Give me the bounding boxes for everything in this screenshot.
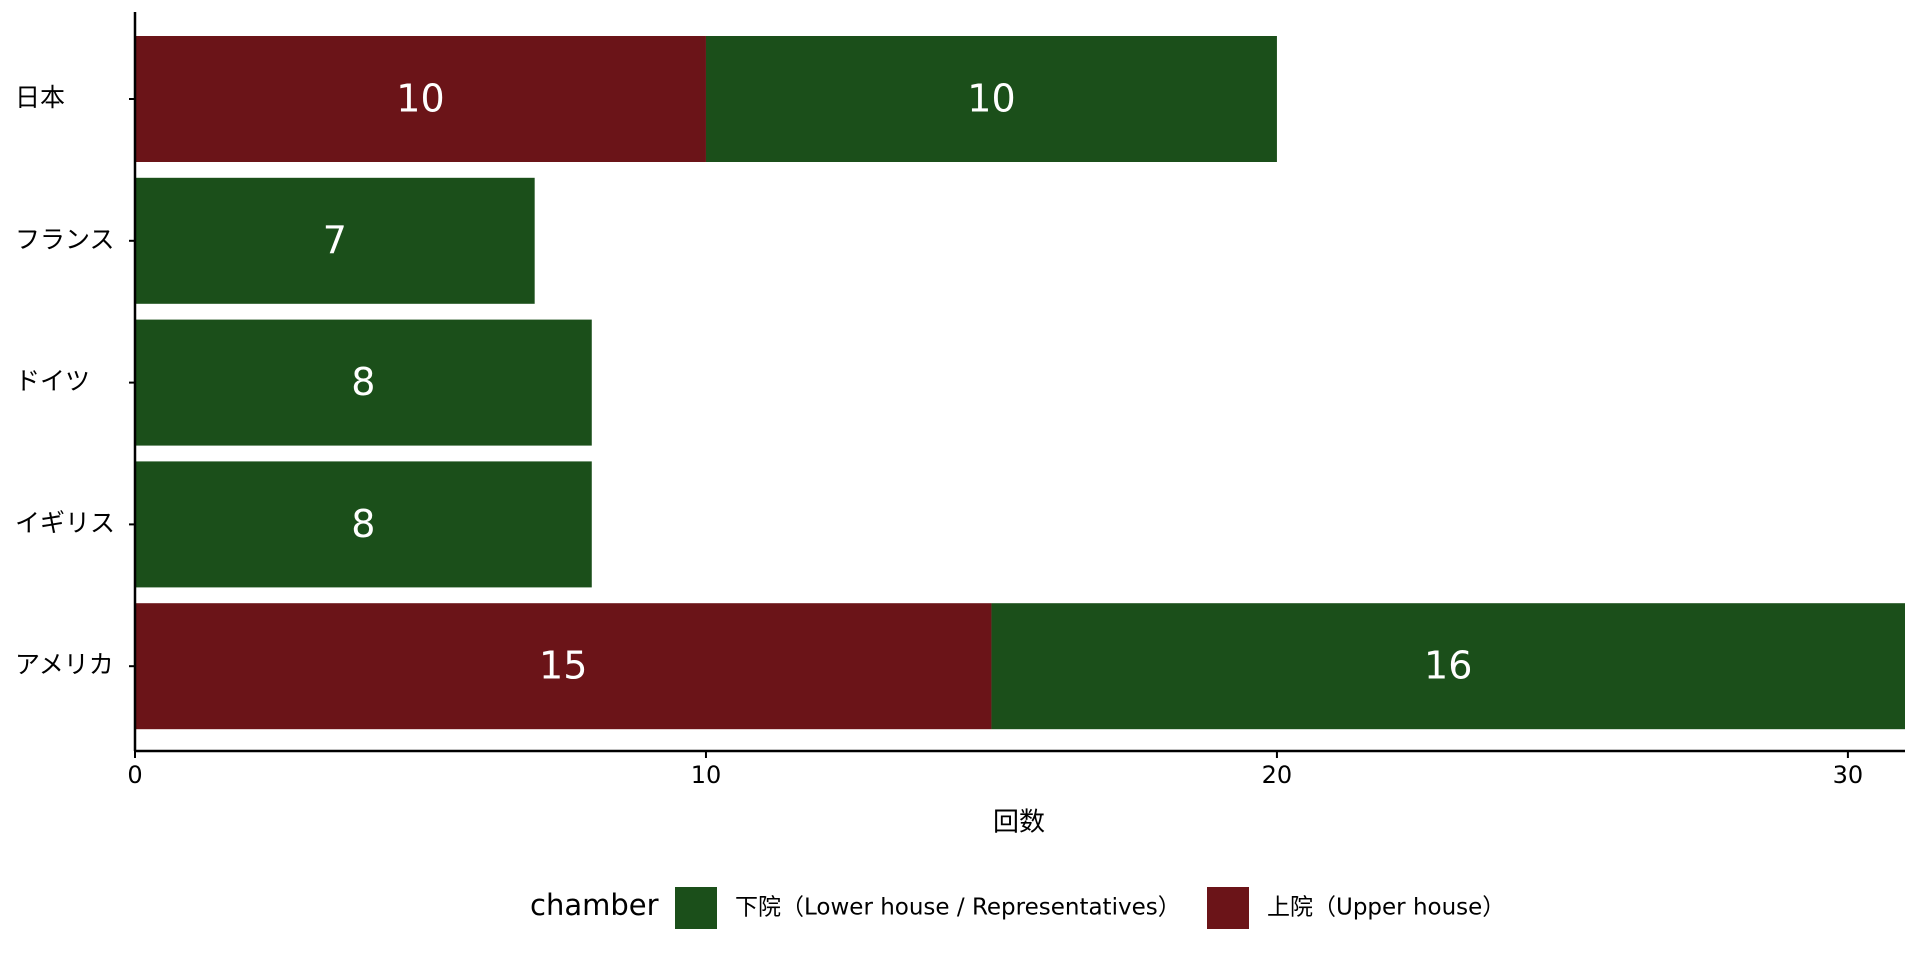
legend-title: chamber (530, 888, 659, 922)
bar-segment (705, 36, 1277, 162)
legend-swatch (1207, 887, 1249, 929)
bar-segment (135, 36, 706, 162)
data-label: 16 (1424, 644, 1472, 688)
bar-segment (135, 603, 992, 730)
data-label: 10 (396, 77, 444, 121)
y-tick-label: アメリカ (15, 650, 114, 679)
y-tick-label: 日本 (15, 83, 65, 112)
legend-swatch (675, 887, 717, 929)
bar-segment (135, 177, 535, 304)
x-tick-label: 10 (691, 761, 722, 789)
data-label: 8 (351, 360, 375, 404)
legend-label: 上院（Upper house） (1267, 895, 1505, 921)
legend-label: 下院（Lower house / Representatives） (735, 895, 1181, 921)
x-tick-label: 20 (1262, 761, 1293, 789)
plot-area: 10100708081516 (135, 36, 1905, 730)
x-tick-label: 30 (1833, 761, 1864, 789)
bar-segment (135, 461, 592, 588)
x-axis-label: 回数 (993, 808, 1045, 838)
data-label: 10 (967, 77, 1015, 121)
x-tick-label: 0 (127, 761, 142, 789)
bar-segment (991, 603, 1905, 730)
y-tick-label: ドイツ (15, 367, 90, 396)
y-tick-label: フランス (15, 225, 115, 254)
data-label: 8 (351, 502, 375, 546)
y-tick-label: イギリス (15, 508, 115, 537)
data-label: 7 (323, 218, 347, 262)
data-label: 15 (539, 644, 587, 688)
bar-segment (135, 319, 592, 446)
